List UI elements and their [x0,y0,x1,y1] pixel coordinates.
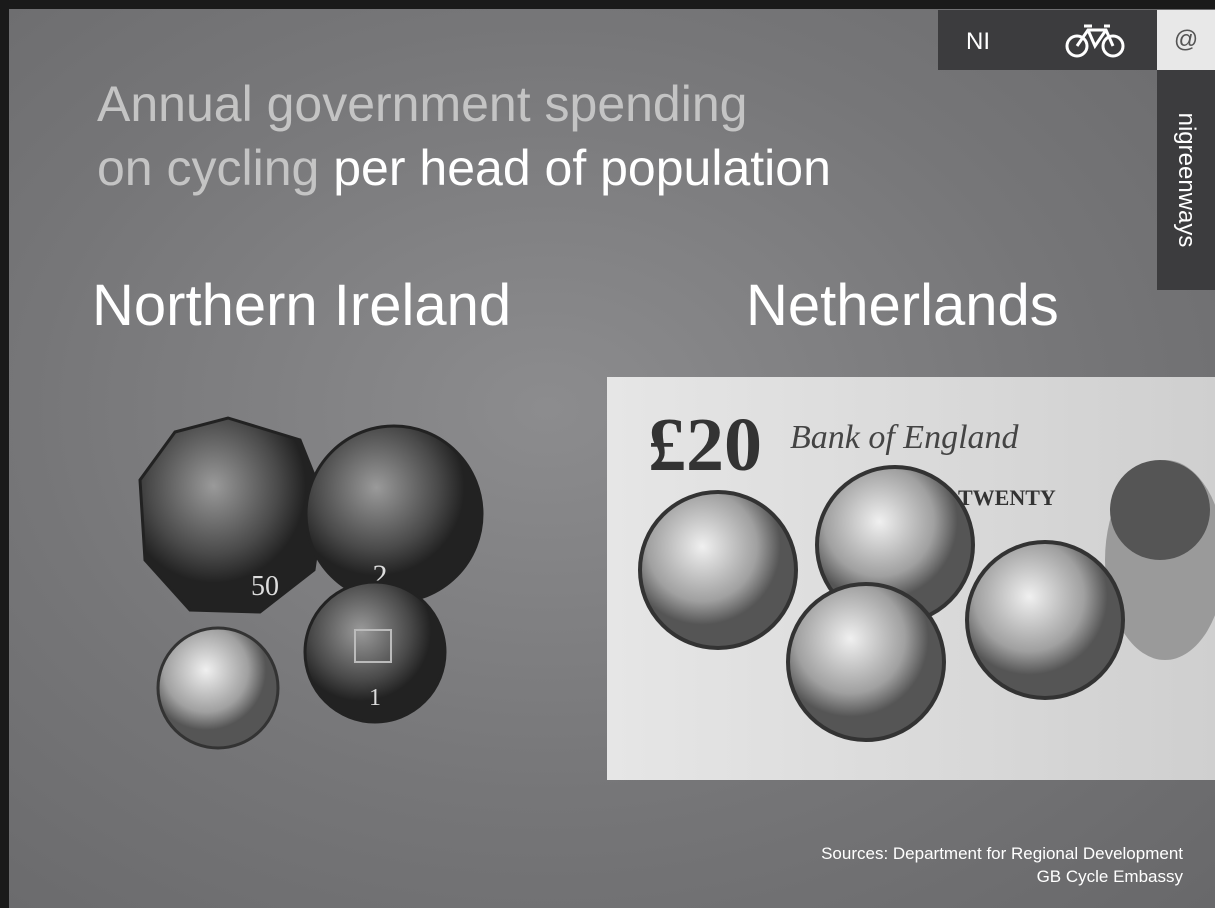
banknote: £20 Bank of England TWENTY [607,377,1215,780]
handle-icon[interactable]: @ [1157,10,1215,70]
left-label: Northern Ireland [92,272,511,339]
coins-ni: 50 2 1 [140,418,482,748]
coin-value: 2 [373,559,388,592]
handle-box[interactable]: nigreenways [1157,70,1215,290]
source: Sources: Department for Regional Develop… [821,842,1183,865]
coin-value: 1 [369,685,381,711]
handle[interactable]: nigreenways [1172,113,1200,248]
title-muted: Annual government spending [97,76,747,132]
title: Annual government spending on cycling pe… [97,72,831,200]
slide: Annual government spending on cycling pe… [0,0,1215,908]
coin-value: 50 [251,571,279,602]
right-label: Netherlands [746,272,1059,339]
source: GB Cycle Embassy [821,865,1183,888]
title-highlight: per head of population [333,140,831,196]
bike-icon [1064,22,1126,58]
note-word: TWENTY [958,485,1056,510]
note-value: £20 [648,403,762,487]
note-bank: Bank of England [790,419,1020,456]
title-muted: on cycling [97,140,319,196]
sources: Sources: Department for Regional Develop… [821,842,1183,888]
region-tag: NI [966,28,990,56]
